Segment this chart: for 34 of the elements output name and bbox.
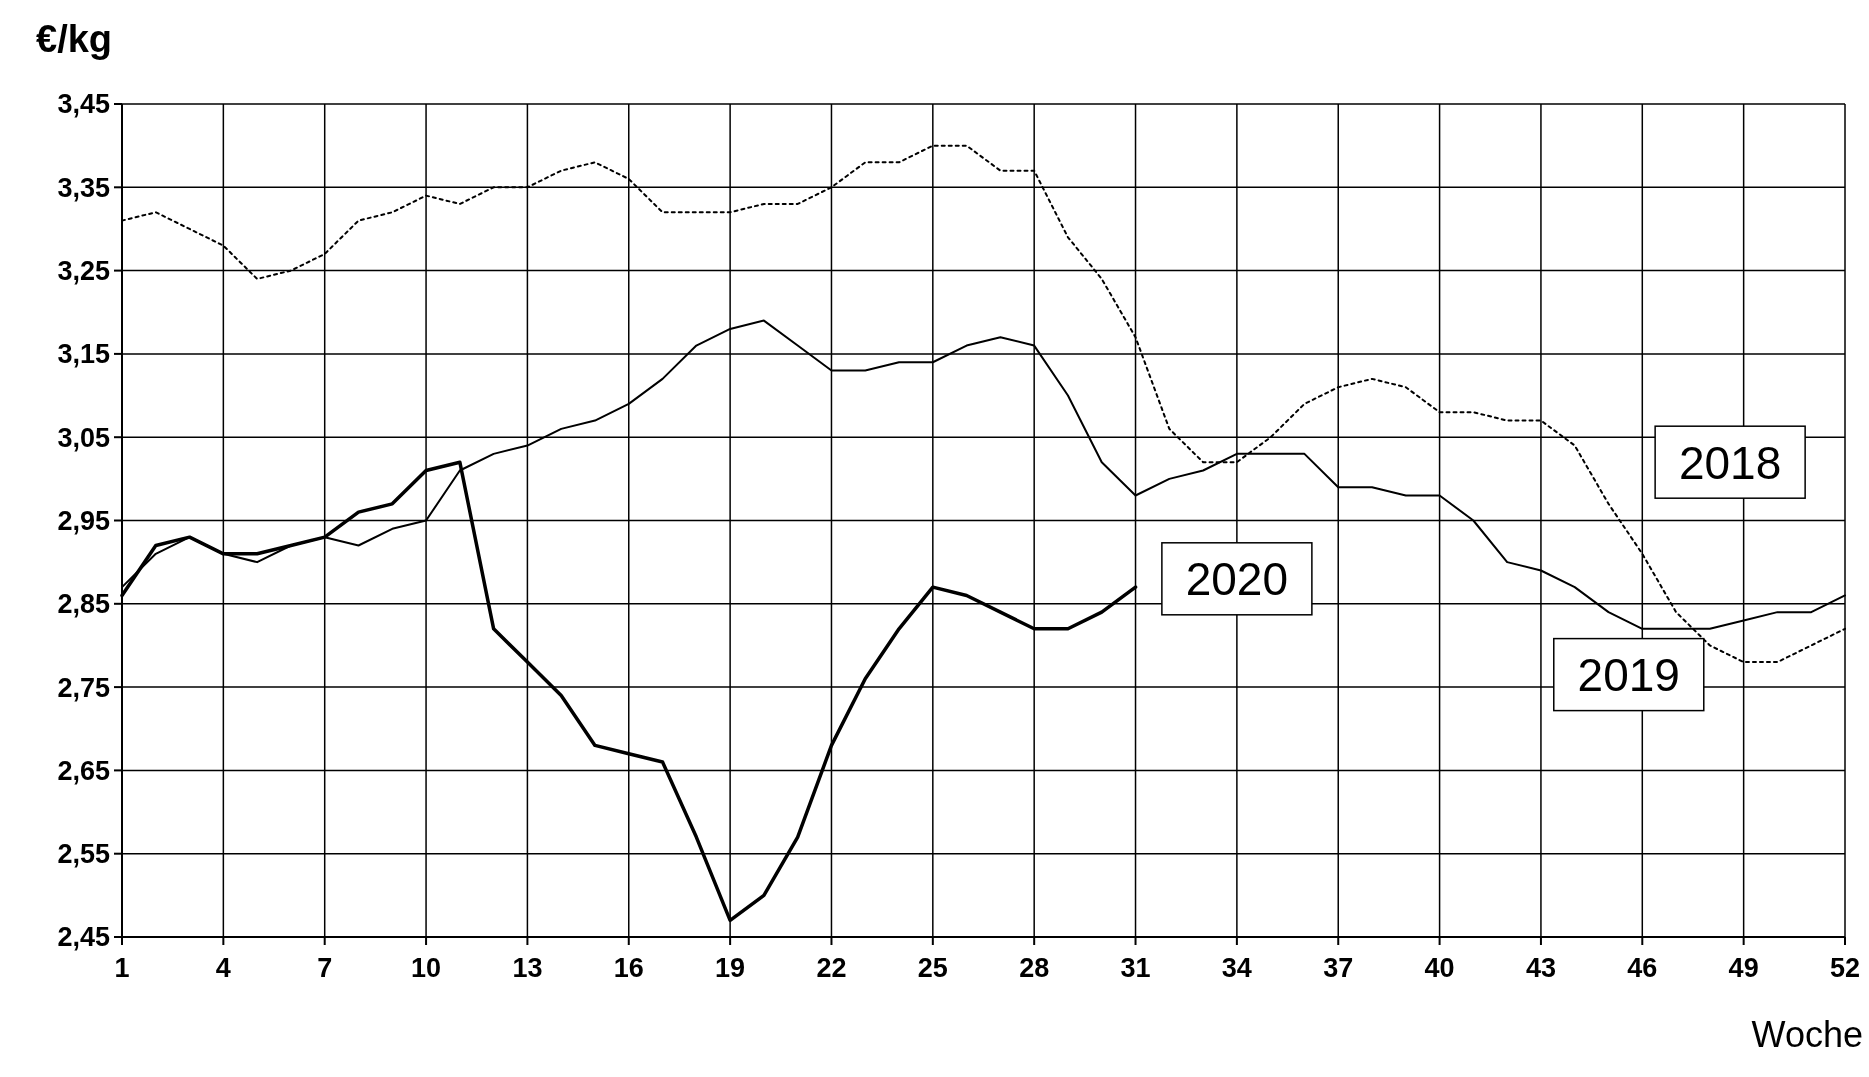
x-tick-label: 28 bbox=[1019, 953, 1050, 983]
x-tick-label: 34 bbox=[1221, 953, 1252, 983]
x-tick-label: 16 bbox=[613, 953, 644, 983]
x-tick-label: 31 bbox=[1120, 953, 1151, 983]
y-tick-label: 3,35 bbox=[57, 172, 110, 203]
y-tick-label: 3,25 bbox=[57, 256, 110, 287]
y-tick-label: 3,15 bbox=[57, 339, 110, 370]
y-tick-label: 2,45 bbox=[57, 922, 110, 953]
x-tick-label: 46 bbox=[1627, 953, 1658, 983]
y-tick-label: 3,05 bbox=[57, 422, 110, 453]
x-tick-label: 37 bbox=[1323, 953, 1354, 983]
x-axis-title: Woche bbox=[1751, 1014, 1863, 1055]
x-tick-label: 52 bbox=[1829, 953, 1861, 983]
x-tick-label: 4 bbox=[215, 953, 231, 983]
y-tick-label: 2,75 bbox=[57, 672, 110, 703]
x-tick-label: 7 bbox=[317, 953, 333, 983]
series-label: 2019 bbox=[1577, 649, 1680, 702]
y-tick-label: 2,85 bbox=[57, 589, 110, 620]
x-tick-label: 19 bbox=[715, 953, 746, 983]
x-tick-label: 43 bbox=[1525, 953, 1556, 983]
y-tick-label: 2,65 bbox=[57, 755, 110, 786]
y-tick-label: 2,55 bbox=[57, 839, 110, 870]
y-tick-label: 3,45 bbox=[57, 89, 110, 120]
x-tick-label: 49 bbox=[1728, 953, 1759, 983]
x-tick-label: 1 bbox=[114, 953, 130, 983]
x-tick-label: 13 bbox=[512, 953, 543, 983]
x-tick-label: 25 bbox=[917, 953, 948, 983]
y-axis-title: €/kg bbox=[36, 18, 113, 60]
series-label: 2020 bbox=[1185, 553, 1289, 606]
x-tick-label: 22 bbox=[816, 953, 847, 983]
x-tick-label: 10 bbox=[411, 953, 442, 983]
x-tick-label: 40 bbox=[1424, 953, 1455, 983]
y-tick-label: 2,95 bbox=[57, 505, 110, 536]
series-label: 2018 bbox=[1678, 436, 1782, 489]
